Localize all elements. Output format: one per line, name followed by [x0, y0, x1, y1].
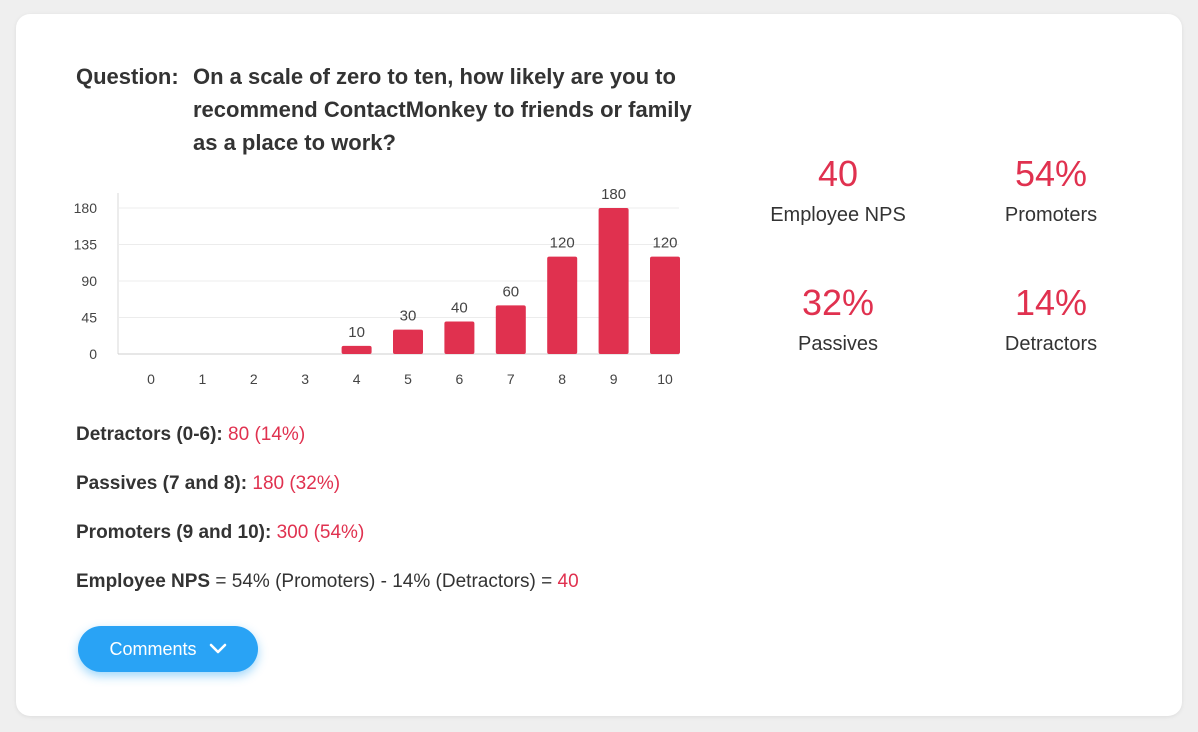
nps-label: Employee NPS [76, 571, 211, 592]
stat-employee-nps: 40 Employee NPS [728, 154, 948, 227]
summary-passives: Passives (7 and 8): 180 (32%) [76, 473, 340, 495]
stat-value: 32% [801, 282, 875, 323]
stat-caption: Detractors [1004, 333, 1098, 355]
detractors-value: 80 (14%) [228, 424, 306, 445]
data-label: 40 [451, 300, 468, 317]
bar [495, 305, 526, 354]
x-tick-label: 6 [456, 371, 464, 387]
x-tick-label: 0 [147, 371, 155, 387]
x-tick-label: 8 [558, 371, 566, 387]
data-label: 10 [348, 324, 365, 341]
comments-button[interactable]: Comments [78, 626, 258, 672]
data-label: 30 [400, 308, 417, 325]
bar [444, 321, 475, 354]
stat-passives: 32% Passives [728, 283, 948, 356]
bar [547, 256, 578, 354]
promoters-label: Promoters (9 and 10): [76, 522, 272, 543]
y-tick-label: 0 [89, 346, 97, 362]
detractors-label: Detractors (0-6): [76, 424, 223, 445]
question-label: Question: [76, 64, 179, 89]
x-tick-label: 2 [250, 371, 258, 387]
stat-caption: Passives [797, 333, 879, 355]
y-tick-label: 135 [74, 237, 98, 253]
bar [650, 256, 680, 354]
stat-caption: Promoters [1004, 204, 1098, 226]
nps-bar-chart: 0 45 90 135 180 0 1 2 3 10 4 30 5 40 6 60 7 120 8 180 9 120 10 [71, 179, 711, 404]
data-label: 120 [652, 235, 677, 252]
y-tick-label: 45 [81, 310, 97, 326]
y-tick-label: 180 [74, 200, 98, 216]
stat-value: 14% [1014, 282, 1088, 323]
bar [341, 345, 372, 354]
x-tick-label: 10 [657, 371, 673, 387]
promoters-value: 300 (54%) [276, 522, 365, 543]
y-tick-label: 90 [81, 273, 97, 289]
x-tick-label: 7 [507, 371, 515, 387]
nps-value: 40 [557, 571, 579, 592]
x-tick-label: 3 [301, 371, 309, 387]
x-tick-label: 1 [199, 371, 207, 387]
bar [393, 329, 423, 354]
stat-value: 40 [817, 153, 859, 194]
stat-promoters: 54% Promoters [941, 154, 1161, 227]
passives-label: Passives (7 and 8): [76, 473, 248, 494]
summary-nps: Employee NPS = 54% (Promoters) - 14% (De… [76, 571, 579, 593]
question-block: Question: On a scale of zero to ten, how… [76, 60, 716, 159]
x-tick-label: 5 [404, 371, 412, 387]
nps-formula: = 54% (Promoters) - 14% (Detractors) = [210, 571, 558, 592]
nps-card: Question: On a scale of zero to ten, how… [16, 14, 1182, 716]
chevron-down-icon [209, 643, 226, 654]
x-tick-label: 9 [610, 371, 618, 387]
data-label: 120 [550, 235, 575, 252]
summary-detractors: Detractors (0-6): 80 (14%) [76, 424, 305, 446]
stat-value: 54% [1014, 153, 1088, 194]
data-label: 60 [502, 283, 519, 300]
chart-svg: 0 45 90 135 180 0 1 2 3 10 4 30 5 40 6 60 7 120 8 180 9 120 10 [74, 186, 680, 387]
passives-value: 180 (32%) [252, 473, 341, 494]
comments-label: Comments [109, 638, 197, 659]
bar [598, 208, 629, 354]
data-label: 180 [601, 186, 626, 203]
stat-detractors: 14% Detractors [941, 283, 1161, 356]
question-text: On a scale of zero to ten, how likely ar… [193, 64, 692, 155]
x-tick-label: 4 [353, 371, 361, 387]
stat-caption: Employee NPS [770, 204, 906, 226]
summary-promoters: Promoters (9 and 10): 300 (54%) [76, 522, 364, 544]
